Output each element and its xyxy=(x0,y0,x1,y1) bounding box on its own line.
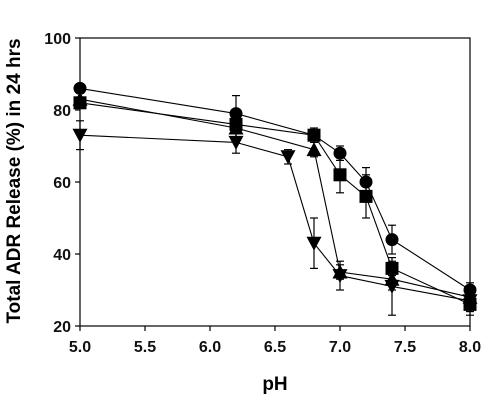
data-point-square xyxy=(307,128,321,142)
data-point-triangle-down xyxy=(280,150,296,165)
y-axis-title: Total ADR Release (%) in 24 hrs xyxy=(4,38,25,323)
y-tick-label: 60 xyxy=(53,175,71,192)
series-line-square xyxy=(79,102,471,305)
x-tick-label: 7.5 xyxy=(394,339,416,356)
data-point-triangle-up xyxy=(72,91,88,106)
plot-frame xyxy=(79,37,471,327)
y-tick-label: 100 xyxy=(44,31,71,48)
x-tick-label: 6.0 xyxy=(199,339,221,356)
data-point-triangle-down xyxy=(72,128,88,143)
y-tick-label: 40 xyxy=(53,247,71,264)
y-tick-label: 20 xyxy=(53,319,71,336)
y-tick-label: 80 xyxy=(53,103,71,120)
x-tick-label: 5.5 xyxy=(134,339,156,356)
data-point-circle xyxy=(73,81,87,95)
series-line-triangle-down xyxy=(79,134,471,302)
series-line-circle xyxy=(79,87,471,291)
data-point-triangle-up xyxy=(306,142,322,157)
data-point-square xyxy=(359,189,373,203)
data-point-triangle-down xyxy=(462,294,478,309)
data-point-square xyxy=(385,261,399,275)
data-point-triangle-up xyxy=(228,120,244,135)
data-point-triangle-down xyxy=(228,135,244,150)
x-tick-label: 8.0 xyxy=(459,339,481,356)
data-point-circle xyxy=(359,175,373,189)
data-point-circle xyxy=(333,146,347,160)
data-point-square xyxy=(333,168,347,182)
data-point-triangle-down xyxy=(306,236,322,251)
series-line-triangle-up xyxy=(79,98,471,298)
data-point-circle xyxy=(229,107,243,121)
x-tick-label: 7.0 xyxy=(329,339,351,356)
data-point-triangle-down xyxy=(384,279,400,294)
x-axis-title: pH xyxy=(262,374,287,395)
plot-area: 5.0 5.5 6.0 6.5 7.0 7.5 8.0 20 40 60 80 100 xyxy=(44,31,481,356)
data-point-triangle-down xyxy=(332,269,348,284)
x-tick-label: 5.0 xyxy=(69,339,91,356)
x-tick-label: 6.5 xyxy=(264,339,286,356)
data-point-circle xyxy=(385,233,399,247)
